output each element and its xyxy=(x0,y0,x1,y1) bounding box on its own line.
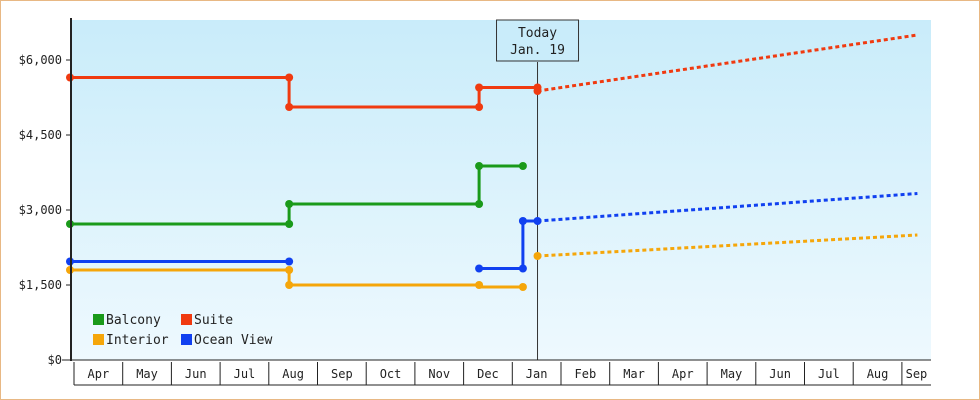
today-label: Today xyxy=(518,26,557,41)
legend-swatch-balcony xyxy=(93,314,104,325)
data-point-suite xyxy=(475,103,484,111)
series-line-interior xyxy=(70,268,523,289)
data-point-balcony xyxy=(285,220,294,228)
month-label: Jun xyxy=(185,367,207,381)
data-point-suite xyxy=(285,103,294,111)
month-label: Jun xyxy=(769,367,791,381)
data-point-interior xyxy=(285,266,294,274)
plot-area xyxy=(71,20,931,360)
today-date: Jan. 19 xyxy=(510,43,565,58)
month-label: Aug xyxy=(867,367,889,381)
series-line-balcony xyxy=(70,164,523,226)
today-box xyxy=(496,19,580,62)
month-label: Oct xyxy=(380,367,402,381)
data-point-balcony xyxy=(475,200,484,208)
legend-swatch-interior xyxy=(93,334,104,345)
month-label: Sep xyxy=(906,367,928,381)
data-point-interior xyxy=(285,281,294,289)
data-point-suite xyxy=(533,87,542,95)
data-point-ocean-view xyxy=(475,264,484,273)
month-label: Mar xyxy=(623,367,645,381)
month-label: Sep xyxy=(331,367,353,381)
data-point-ocean-view xyxy=(285,257,294,266)
data-point-suite xyxy=(475,83,484,92)
month-label: Feb xyxy=(575,367,597,381)
series-projection-ocean-view xyxy=(537,192,918,223)
y-tick-label: $6,000 xyxy=(19,53,62,67)
y-tick-label: $3,000 xyxy=(19,203,62,217)
data-point-ocean-view xyxy=(533,217,542,225)
month-label: Apr xyxy=(672,367,694,381)
legend-label-ocean-view: Ocean View xyxy=(194,333,272,348)
data-point-ocean-view xyxy=(518,264,527,273)
legend-swatch-ocean-view xyxy=(181,334,192,345)
month-label: Jan xyxy=(526,367,548,381)
month-label: May xyxy=(721,367,743,381)
month-label: May xyxy=(136,367,158,381)
month-label: Jul xyxy=(818,367,840,381)
data-point-interior xyxy=(533,252,542,260)
month-label: Dec xyxy=(477,367,499,381)
y-tick-label: $0 xyxy=(48,353,62,367)
month-label: Apr xyxy=(88,367,110,381)
series-projection-suite xyxy=(537,33,918,93)
data-point-balcony xyxy=(518,162,527,170)
data-point-interior xyxy=(475,281,484,289)
data-point-suite xyxy=(285,73,294,82)
y-tick-label: $4,500 xyxy=(19,128,62,142)
data-point-balcony xyxy=(475,162,484,170)
data-point-interior xyxy=(518,283,527,291)
legend-swatch-suite xyxy=(181,314,192,325)
data-point-ocean-view xyxy=(518,217,527,225)
legend-label-balcony: Balcony xyxy=(106,313,161,328)
month-label: Jul xyxy=(234,367,256,381)
y-tick-label: $1,500 xyxy=(19,278,62,292)
month-label: Aug xyxy=(282,367,304,381)
data-point-balcony xyxy=(285,200,294,208)
legend-label-suite: Suite xyxy=(194,313,233,328)
series-line-ocean-view-2 xyxy=(479,219,538,270)
legend-label-interior: Interior xyxy=(106,333,169,348)
series-projection-interior xyxy=(537,233,918,258)
month-label: Nov xyxy=(428,367,450,381)
